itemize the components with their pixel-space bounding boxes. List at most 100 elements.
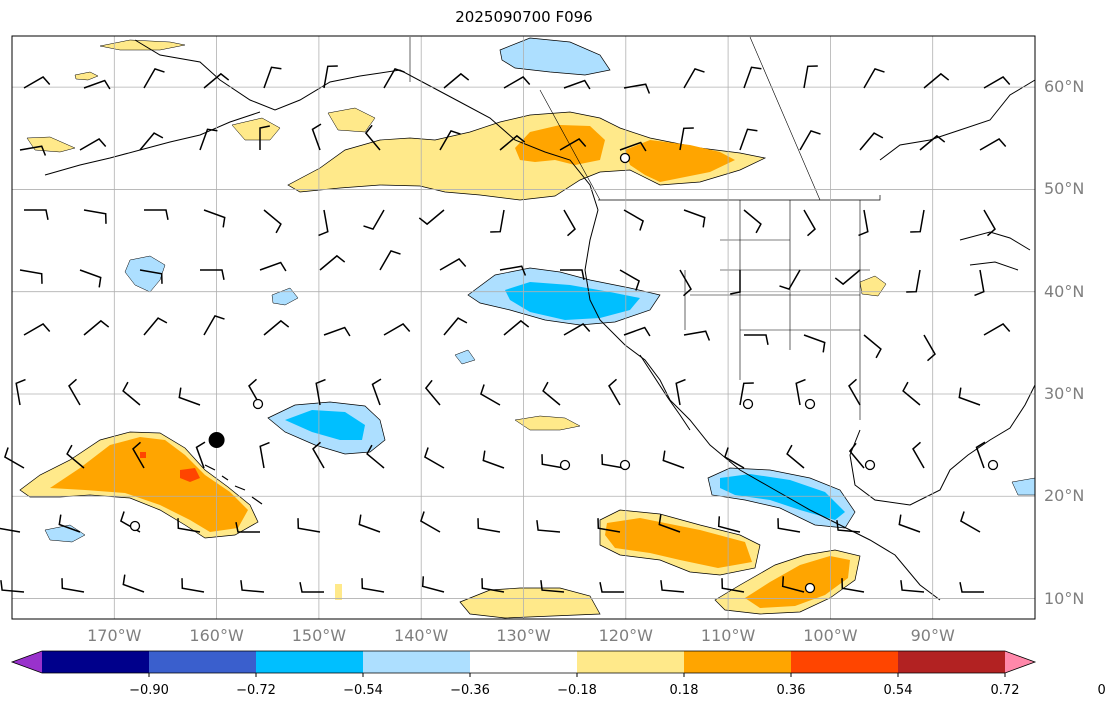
wind-barb	[361, 578, 385, 593]
wind-barb	[910, 209, 925, 233]
wind-barb	[383, 323, 411, 336]
wind-barb	[0, 580, 25, 593]
wind-barb	[906, 269, 921, 293]
wind-barb	[424, 379, 441, 406]
wind-barb	[79, 138, 107, 151]
wind-barb	[623, 83, 651, 94]
wind-barb	[203, 72, 230, 89]
wind-barb	[439, 129, 461, 151]
longitude-label: 100°W	[803, 626, 858, 645]
colorbar-segment	[684, 651, 792, 673]
colorbar-extend-low	[12, 651, 42, 673]
calm-wind-circle	[864, 459, 876, 471]
wind-barb	[601, 454, 625, 469]
wind-barb	[83, 319, 110, 336]
wind-barb	[23, 323, 51, 336]
wind-barb	[311, 123, 322, 151]
colorbar-segment	[363, 651, 471, 673]
wind-barb	[863, 334, 882, 359]
wind-barb	[235, 522, 260, 533]
wind-barb	[834, 269, 861, 286]
colorbar-tick-label: −0.90	[129, 683, 169, 698]
wind-barb	[679, 127, 694, 151]
calm-wind-markers	[129, 152, 999, 594]
coastlines	[44, 36, 1036, 601]
colorbar-segment	[791, 651, 899, 673]
wind-barb	[803, 334, 826, 353]
wind-barb	[723, 447, 745, 469]
wind-barb	[195, 441, 206, 469]
wind-barb	[503, 319, 530, 336]
colorbar-tick-label: 0.36	[776, 683, 806, 698]
latitude-label: 60°N	[1044, 77, 1085, 97]
wind-barb	[499, 265, 527, 276]
map-title: 2025090700 F096	[455, 8, 593, 26]
wind-barb	[439, 258, 467, 271]
wind-barb	[68, 378, 81, 406]
wind-barb	[744, 334, 769, 345]
calm-wind-circle	[804, 582, 816, 594]
wind-barb	[379, 249, 401, 271]
wind-barb	[739, 382, 754, 406]
latitude-label: 50°N	[1044, 179, 1085, 199]
wind-barb	[144, 209, 169, 220]
wind-barb	[623, 326, 651, 337]
longitude-label: 160°W	[189, 626, 244, 645]
wind-barb	[443, 317, 468, 336]
wind-barb	[541, 454, 565, 469]
wind-barb	[421, 576, 445, 593]
colorbar	[10, 650, 1037, 677]
wind-barb	[481, 578, 505, 593]
wind-barb	[902, 381, 921, 406]
calm-wind-circle	[252, 398, 264, 410]
wind-barb	[318, 209, 329, 237]
colorbar-tick-label: 0.54	[883, 683, 913, 698]
wind-barb	[786, 444, 805, 469]
wind-barb	[3, 447, 25, 469]
wind-barb	[423, 447, 445, 469]
wind-barb	[363, 209, 385, 231]
wind-barb	[536, 520, 561, 533]
wind-barb	[263, 66, 282, 89]
longitude-label: 90°W	[910, 626, 955, 645]
positive-anomaly-core	[50, 437, 248, 532]
wind-barb	[315, 378, 326, 406]
wind-barb	[259, 125, 270, 150]
wind-barb	[660, 580, 685, 593]
calm-wind-circle	[742, 398, 754, 410]
wind-barb	[739, 128, 758, 151]
anomaly-shading	[19, 37, 1036, 619]
colorbar-tick-label: 0.18	[669, 683, 699, 698]
colorbar-extend-high	[1005, 651, 1035, 673]
wind-barb	[912, 441, 925, 469]
wind-barb	[139, 269, 163, 284]
longitude-label: 120°W	[598, 626, 653, 645]
wind-barb	[15, 378, 26, 406]
map-frame	[11, 35, 1036, 620]
wind-barb	[203, 209, 226, 228]
wind-barb	[0, 527, 21, 533]
colorbar-segment	[149, 651, 257, 673]
wind-barb	[19, 145, 47, 156]
wind-barb	[482, 450, 505, 469]
colorbar-tick-label: −0.54	[343, 683, 383, 698]
wind-barb	[717, 516, 741, 533]
wind-barbs	[0, 65, 1011, 593]
wind-barb	[983, 76, 1011, 89]
wind-barb	[364, 124, 381, 151]
wind-barb	[848, 442, 865, 469]
wind-barb	[799, 129, 821, 151]
calm-wind-circle	[129, 520, 141, 532]
wind-barb	[841, 578, 865, 593]
colorbar-tick-label: −0.18	[557, 683, 597, 698]
longitude-label: 110°W	[700, 626, 756, 645]
wind-barb	[122, 381, 141, 406]
wind-barb	[299, 582, 324, 593]
wind-barb	[419, 511, 441, 533]
wind-barb	[66, 444, 85, 469]
wind-barb	[24, 209, 49, 220]
wind-barb	[923, 72, 950, 89]
wind-barb	[443, 72, 470, 89]
wind-barb	[848, 378, 861, 406]
